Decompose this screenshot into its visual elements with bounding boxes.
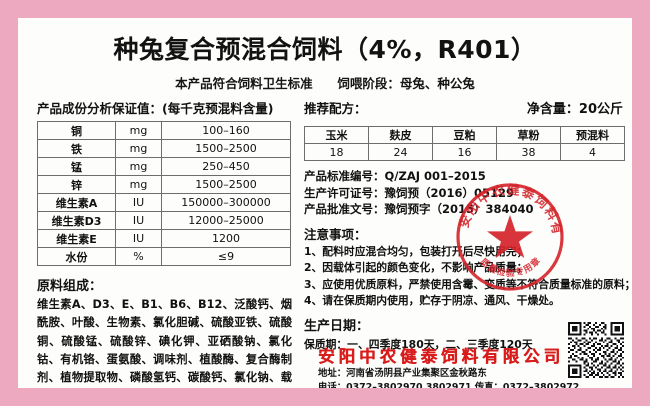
company-address: 地址：河南省汤阴县产业集聚区金秋路东 bbox=[318, 368, 487, 379]
nutrient-value: 250–450 bbox=[161, 157, 291, 176]
page-title: 种兔复合预混合饲料（4%，R401） bbox=[113, 35, 537, 64]
nutrient-value: 150000–300000 bbox=[161, 193, 291, 212]
nutrient-unit: mg bbox=[115, 121, 162, 140]
table-row: 维生素A IU 150000–300000 bbox=[37, 193, 291, 212]
nutrient-unit: mg bbox=[115, 157, 162, 176]
guarantee-table: 铜 mg 100–160 铁 mg 1500–2500 锰 mg 250–450 bbox=[37, 121, 291, 266]
subtitle-stage: 饲喂阶段：母兔、种公兔 bbox=[337, 75, 475, 91]
formula-header-cell: 豆粕 bbox=[432, 126, 497, 144]
formula-table-body: 玉米 麸皮 豆粕 草粉 预混料 18 24 16 38 4 bbox=[304, 126, 625, 161]
subtitle-standard: 本产品符合饲料卫生标准 bbox=[175, 75, 313, 91]
guarantee-heading: 产品成份分析保证值：(每千克预混料含量) bbox=[37, 101, 274, 116]
table-row: 水份 % ≤9 bbox=[37, 247, 291, 266]
ingredients-heading: 原料组成： bbox=[37, 279, 103, 294]
table-row: 铁 mg 1500–2500 bbox=[37, 139, 291, 158]
formula-header-row: 推荐配方： 净含量：20公斤 bbox=[304, 98, 629, 121]
registration-standard-no: 产品标准编号：Q/ZAJ 001–2015 bbox=[304, 169, 486, 183]
nutrient-unit: IU bbox=[115, 211, 162, 230]
formula-value-cell: 4 bbox=[560, 143, 625, 161]
ingredients-body: 维生素A、D3、E、B1、B6、B12、泛酸钙、烟酰胺、叶酸、生物素、氯化胆碱、… bbox=[37, 298, 292, 385]
content-columns: 产品成份分析保证值：(每千克预混料含量) 铜 mg 100–160 铁 mg 1… bbox=[18, 98, 632, 388]
nutrient-name: 铜 bbox=[37, 121, 116, 140]
nutrient-unit: IU bbox=[115, 229, 162, 248]
formula-value-cell: 16 bbox=[432, 143, 497, 161]
nutrient-unit: IU bbox=[115, 193, 162, 212]
nutrient-name: 维生素E bbox=[37, 229, 116, 248]
product-label-card: 种兔复合预混合饲料（4%，R401） 本产品符合饲料卫生标准 饲喂阶段：母兔、种… bbox=[18, 18, 632, 388]
formula-header-cell: 预混料 bbox=[560, 126, 625, 144]
formula-value-cell: 38 bbox=[496, 143, 561, 161]
formula-table: 玉米 麸皮 豆粕 草粉 预混料 18 24 16 38 4 bbox=[304, 126, 625, 161]
left-column: 产品成份分析保证值：(每千克预混料含量) 铜 mg 100–160 铁 mg 1… bbox=[18, 98, 296, 388]
nutrient-name: 锰 bbox=[37, 157, 116, 176]
formula-value-cell: 18 bbox=[304, 143, 369, 161]
nutrient-name: 维生素A bbox=[37, 193, 116, 212]
formula-heading: 推荐配方： bbox=[304, 101, 367, 116]
table-row: 铜 mg 100–160 bbox=[37, 121, 291, 140]
nutrient-unit: mg bbox=[115, 175, 162, 194]
nutrient-unit: mg bbox=[115, 139, 162, 158]
note-item: 2、因载体引起的颜色变化，不影响产品质量； bbox=[304, 261, 528, 275]
shelf-life: 保质期：一、四季度180天，二、三季度120天 bbox=[304, 337, 533, 351]
table-row: 维生素E IU 1200 bbox=[37, 229, 291, 248]
nutrient-name: 锌 bbox=[37, 175, 116, 194]
net-weight: 净含量：20公斤 bbox=[526, 102, 623, 117]
formula-header-cell: 玉米 bbox=[304, 126, 369, 144]
notes-heading: 注意事项： bbox=[304, 227, 367, 243]
registration-approval-no: 产品批准文号：豫饲预字（2015）384040 bbox=[304, 202, 534, 217]
nutrient-value: 100–160 bbox=[161, 121, 291, 140]
company-name: 安阳中农健泰饲料有限公司 bbox=[318, 347, 564, 366]
guarantee-table-body: 铜 mg 100–160 铁 mg 1500–2500 锰 mg 250–450 bbox=[37, 121, 291, 266]
table-row-header: 玉米 麸皮 豆粕 草粉 预混料 bbox=[304, 126, 625, 144]
company-block: 安阳中农健泰饲料有限公司 地址：河南省汤阴县产业集聚区金秋路东 电话：0372–… bbox=[318, 343, 580, 388]
nutrient-value: 1500–2500 bbox=[161, 139, 291, 158]
company-phone: 电话：0372–3802970 3802971 传真：0372–3802972 bbox=[318, 381, 580, 388]
registration-license-no: 生产许可证号：豫饲预（2016）05129 bbox=[304, 185, 515, 200]
table-row: 维生素D3 IU 12000–25000 bbox=[37, 211, 291, 230]
formula-header-cell: 麸皮 bbox=[368, 126, 433, 144]
nutrient-name: 维生素D3 bbox=[37, 211, 116, 230]
registration-list: 产品标准编号：Q/ZAJ 001–2015 生产许可证号：豫饲预（2016）05… bbox=[304, 168, 632, 218]
table-row: 18 24 16 38 4 bbox=[304, 143, 625, 161]
note-item: 4、请在保质期内使用，贮存于阴凉、通风、干燥处。 bbox=[304, 294, 560, 308]
table-row: 锰 mg 250–450 bbox=[37, 157, 291, 176]
formula-value-cell: 24 bbox=[368, 143, 433, 161]
nutrient-name: 铁 bbox=[37, 139, 116, 158]
note-item: 1、配料时应混合均匀，包装打开后尽快用完； bbox=[304, 245, 528, 259]
formula-header-cell: 草粉 bbox=[496, 126, 561, 144]
production-date-label: 生产日期： bbox=[304, 318, 370, 334]
table-row: 锌 mg 1500–2500 bbox=[37, 175, 291, 194]
nutrient-value: 1500–2500 bbox=[161, 175, 291, 194]
note-item: 3、应使用优质原料，严禁使用含霉、变质等不符合质量标准的原料； bbox=[304, 277, 632, 291]
nutrient-value: 12000–25000 bbox=[161, 211, 291, 230]
nutrient-value: ≤9 bbox=[161, 247, 291, 266]
page-subtitle: 本产品符合饲料卫生标准 饲喂阶段：母兔、种公兔 bbox=[18, 73, 632, 92]
nutrient-unit: % bbox=[115, 247, 162, 266]
nutrient-name: 水份 bbox=[37, 247, 116, 266]
notes-list: 1、配料时应混合均匀，包装打开后尽快用完； 2、因载体引起的颜色变化，不影响产品… bbox=[304, 244, 632, 310]
nutrient-value: 1200 bbox=[161, 229, 291, 248]
qr-code-icon bbox=[568, 322, 624, 378]
